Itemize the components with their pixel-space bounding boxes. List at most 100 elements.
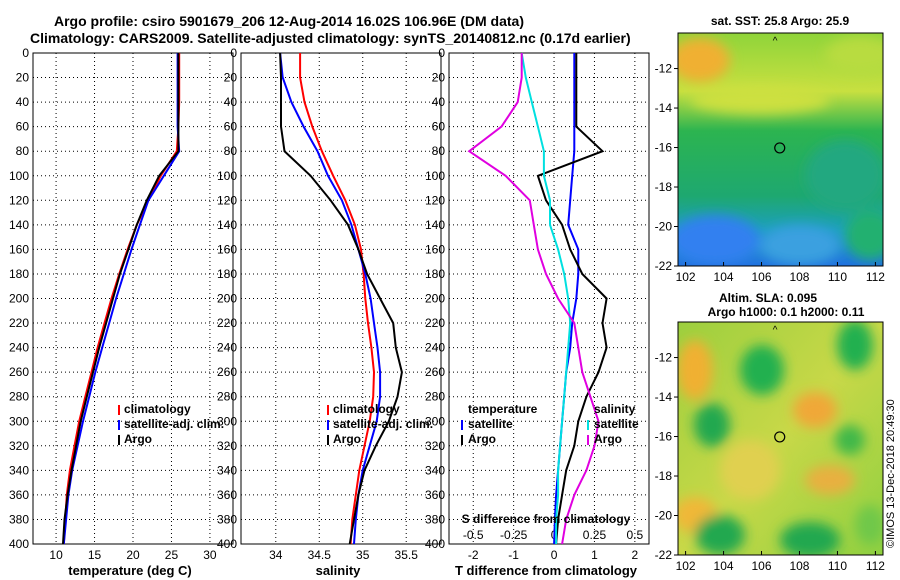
difference-ytick-label: 40 (432, 95, 446, 109)
difference-ytick-label: 80 (432, 144, 446, 158)
sst_map-ytick-label: -16 (655, 141, 673, 155)
sla_map-ytick-label: -12 (655, 351, 673, 365)
sst-map-panel: sat. SST: 25.8 Argo: 25.9 102 104 106 108 11… (655, 14, 886, 284)
temperature-ytick-label: 100 (9, 169, 29, 183)
difference-panel: 0204060801001201401601802002202402602803… (425, 46, 650, 578)
temperature-panel: 0204060801001201401601802002202402602803… (9, 46, 234, 578)
salinity-ytick-label: 100 (217, 169, 237, 183)
title-line-1: Argo profile: csiro 5901679_206 12-Aug-2… (54, 13, 524, 29)
sst_map-ytick-label: -22 (655, 259, 673, 273)
salinity-series-argo (279, 52, 403, 545)
difference-legend-salinity: salinity (594, 402, 636, 416)
temperature-ytick-label: 40 (16, 95, 30, 109)
difference-xlabel: T difference from climatology (455, 563, 638, 578)
salinity-ytick-label: 240 (217, 341, 237, 355)
salinity-ytick-label: 0 (230, 46, 237, 60)
temperature-legend-argo: Argo (124, 432, 152, 446)
salinity-legend: climatology satellite-adj. clim. Argo (327, 402, 433, 446)
difference-ytick-label: 380 (425, 512, 445, 526)
difference-s-tick-label: -0.5 (463, 528, 484, 542)
sla-argo-location-marker (774, 431, 786, 443)
difference-legend-temperature: temperature (468, 402, 538, 416)
temperature-ytick-label: 260 (9, 365, 29, 379)
temperature-xtick-label: 30 (203, 548, 217, 562)
sla-map-title-line-2: Argo h1000: 0.1 h2000: 0.11 (708, 305, 865, 319)
salinity-legend-argo: Argo (333, 432, 361, 446)
difference-xtick-label: -2 (468, 548, 479, 562)
sla-map-image (678, 322, 883, 555)
difference-series-s-argo (467, 53, 600, 545)
sst_map-xtick-label: 104 (714, 270, 734, 284)
difference-s-tick-label: 0.25 (583, 528, 607, 542)
salinity-xtick-label: 35 (356, 548, 370, 562)
difference-ytick-label: 280 (425, 390, 445, 404)
salinity-ytick-label: 300 (217, 414, 237, 428)
salinity-ytick-label: 60 (224, 120, 238, 134)
salinity-ytick-label: 400 (217, 537, 237, 551)
salinity-xlabel: salinity (316, 563, 362, 578)
salinity-series-satellite-adj-clim- (279, 52, 382, 545)
temperature-ytick-label: 320 (9, 439, 29, 453)
temperature-legend: climatology satellite-adj. clim. Argo (118, 402, 224, 446)
difference-s-tick-label: 0.5 (627, 528, 644, 542)
salinity-ytick-label: 320 (217, 439, 237, 453)
difference-ytick-label: 100 (425, 169, 445, 183)
sst_map-xtick-label: 102 (676, 270, 696, 284)
difference-ytick-label: 400 (425, 537, 445, 551)
salinity-series-climatology (299, 53, 376, 545)
sla_map-xtick-label: 110 (828, 559, 847, 573)
sst-map-frame (677, 32, 884, 267)
salinity-ytick-label: 180 (217, 267, 237, 281)
temperature-legend-satellite: satellite-adj. clim. (124, 417, 224, 431)
sla_map-xtick-label: 112 (866, 559, 885, 573)
difference-ytick-label: 320 (425, 439, 445, 453)
sla_map-ytick-label: -22 (655, 548, 673, 562)
difference-xtick-label: 2 (632, 548, 639, 562)
salinity-ytick-label: 20 (224, 71, 238, 85)
sst_map-xtick-label: 108 (789, 270, 809, 284)
difference-legend-t-argo: Argo (468, 432, 496, 446)
credit-stamp: ©IMOS 13-Dec-2018 20:49:30 (885, 399, 897, 548)
difference-ytick-label: 340 (425, 463, 445, 477)
sla_map-xtick-label: 102 (676, 559, 696, 573)
sla_map-ytick-label: -16 (655, 430, 673, 444)
salinity-ytick-label: 340 (217, 463, 237, 477)
difference-legend-right: salinity satellite Argo (587, 402, 639, 446)
difference-ytick-label: 220 (425, 316, 445, 330)
sst_map-ytick-label: -12 (655, 62, 673, 76)
temperature-ytick-label: 400 (9, 537, 29, 551)
salinity-ytick-label: 200 (217, 292, 237, 306)
temperature-ytick-label: 300 (9, 414, 29, 428)
temperature-ytick-label: 180 (9, 267, 29, 281)
temperature-ytick-label: 80 (16, 144, 30, 158)
difference-ytick-label: 140 (425, 218, 445, 232)
temperature-ytick-label: 340 (9, 463, 29, 477)
sst-map-title: sat. SST: 25.8 Argo: 25.9 (711, 14, 850, 28)
temperature-ytick-label: 200 (9, 292, 29, 306)
temperature-ytick-label: 140 (9, 218, 29, 232)
temperature-ytick-label: 380 (9, 512, 29, 526)
temperature-ytick-label: 220 (9, 316, 29, 330)
difference-ytick-label: 260 (425, 365, 445, 379)
difference-ytick-label: 180 (425, 267, 445, 281)
salinity-ytick-label: 360 (217, 488, 237, 502)
sst_map-xtick-label: 106 (752, 270, 772, 284)
temperature-series-argo (62, 53, 180, 545)
sst_map-xtick-label: 112 (866, 270, 885, 284)
salinity-ytick-label: 280 (217, 390, 237, 404)
difference-legend-s-satellite: satellite (594, 417, 639, 431)
temperature-ytick-label: 0 (22, 46, 29, 60)
salinity-ytick-label: 160 (217, 242, 237, 256)
difference-xtick-label: 0 (551, 548, 558, 562)
difference-series-t-argo (536, 53, 608, 545)
difference-legend-t-satellite: satellite (468, 417, 513, 431)
salinity-xtick-label: 34 (269, 548, 283, 562)
sla_map-xtick-label: 106 (752, 559, 772, 573)
salinity-ytick-label: 220 (217, 316, 237, 330)
difference-xtick-label: -1 (508, 548, 519, 562)
difference-ytick-label: 240 (425, 341, 445, 355)
temperature-xlabel: temperature (deg C) (68, 563, 192, 578)
temperature-legend-climatology: climatology (124, 402, 191, 416)
temperature-ytick-label: 160 (9, 242, 29, 256)
